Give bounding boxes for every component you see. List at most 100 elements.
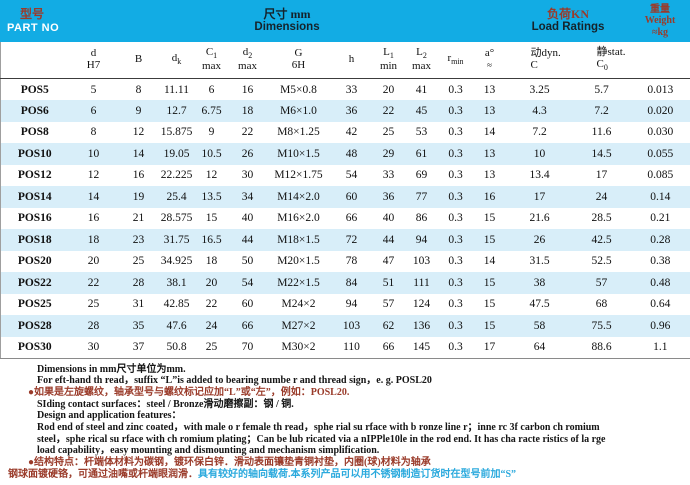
- cell-G: M14×2.0: [277, 190, 320, 203]
- cell-C1: 15: [205, 212, 218, 225]
- cell-L2: 103: [412, 255, 431, 268]
- cell-statC: 42.5: [591, 233, 612, 246]
- footnote-text: load capability，easy mounting and dismou…: [37, 445, 380, 457]
- cell-dk: 28.575: [160, 212, 193, 225]
- cell-h: 66: [345, 212, 358, 225]
- cell-C1: 10.5: [201, 147, 222, 160]
- dimensions-label-en: Dimensions: [254, 21, 320, 34]
- cell-dk: 34.925: [160, 255, 193, 268]
- cell-G: M5×0.8: [280, 83, 317, 96]
- cell-d: 16: [87, 212, 100, 225]
- part-no: POS30: [17, 341, 52, 353]
- table-row: POS30 30 37 50.8 25 70 M30×2 110 66 145 0.3 17 64 88.…: [1, 337, 690, 359]
- cell-L2: 45: [415, 104, 428, 117]
- cell-d: 22: [87, 276, 100, 289]
- cell-C1: 25: [205, 341, 218, 353]
- cell-a: 13: [483, 169, 496, 182]
- cell-h: 110: [343, 341, 360, 353]
- table-row: POS20 20 25 34.925 18 50 M20×1.5 78 47 103 0.3 14 31…: [1, 251, 690, 273]
- col-header-d: d H7: [68, 42, 119, 79]
- col-header-statC: 静stat. C0: [572, 42, 631, 79]
- cell-dynC: 47.5: [529, 298, 550, 311]
- cell-statC: 11.6: [591, 126, 612, 139]
- cell-dynC: 13.4: [529, 169, 550, 182]
- part-no: POS18: [17, 233, 52, 246]
- part-no: POS5: [20, 83, 49, 96]
- cell-B: 28: [132, 276, 145, 289]
- cell-dynC: 64: [533, 341, 546, 353]
- cell-dk: 42.85: [163, 298, 190, 311]
- cell-statC: 7.2: [594, 104, 609, 117]
- cell-L1: 62: [382, 319, 395, 332]
- cell-rmin: 0.3: [448, 126, 463, 139]
- cell-statC: 5.7: [594, 83, 609, 96]
- cell-d2: 40: [241, 212, 254, 225]
- cell-C1: 24: [205, 319, 218, 332]
- cell-L1: 57: [382, 298, 395, 311]
- cell-L2: 69: [415, 169, 428, 182]
- cell-rmin: 0.3: [448, 169, 463, 182]
- cell-d: 28: [87, 319, 100, 332]
- cell-d2: 44: [241, 233, 254, 246]
- cell-dk: 50.8: [166, 341, 187, 353]
- cell-weight: 0.28: [650, 233, 671, 246]
- col-header-part-no: [0, 42, 69, 79]
- cell-dynC: 10: [533, 147, 546, 160]
- cell-d: 5: [90, 83, 97, 96]
- cell-dynC: 21.6: [529, 212, 550, 225]
- cell-dynC: 3.25: [529, 83, 550, 96]
- cell-rmin: 0.3: [448, 319, 463, 332]
- cell-weight: 0.020: [647, 104, 674, 117]
- table-row: POS16 16 21 28.575 15 40 M16×2.0 66 40 86 0.3 15 21.…: [1, 208, 690, 230]
- cell-B: 23: [132, 233, 145, 246]
- cell-h: 42: [345, 126, 358, 139]
- cell-h: 48: [345, 147, 358, 160]
- part-no: POS20: [17, 255, 52, 268]
- cell-statC: 52.5: [591, 255, 612, 268]
- cell-L1: 51: [382, 276, 395, 289]
- footnote-line: For eft-hand th read，suffix “L”is added …: [37, 375, 686, 387]
- cell-rmin: 0.3: [448, 298, 463, 311]
- cell-G: M20×1.5: [277, 255, 320, 268]
- weight-unit: ≈kg: [651, 26, 669, 38]
- cell-a: 14: [483, 255, 496, 268]
- load-ratings-label-en: Load Ratings: [531, 21, 605, 34]
- cell-L1: 40: [382, 212, 395, 225]
- cell-rmin: 0.3: [448, 83, 463, 96]
- footnote-text: ●如果是左旋螺纹，轴承型号与螺纹标记应加“L”或“左”，例如：POSL20.: [28, 386, 350, 398]
- cell-h: 84: [345, 276, 358, 289]
- cell-statC: 17: [595, 169, 608, 182]
- cell-dynC: 26: [533, 233, 546, 246]
- cell-weight: 0.013: [647, 83, 674, 96]
- cell-d2: 18: [241, 104, 254, 117]
- cell-d2: 70: [241, 341, 254, 353]
- cell-d: 10: [87, 147, 100, 160]
- cell-statC: 24: [595, 190, 608, 203]
- table-row: POS12 12 16 22.225 12 30 M12×1.75 54 33 69 0.3 13 13…: [1, 165, 690, 187]
- col-header-C1: C1 max: [194, 42, 229, 79]
- cell-B: 37: [132, 341, 145, 353]
- footnote-text: Design and application features：: [37, 410, 182, 422]
- cell-a: 15: [483, 212, 496, 225]
- part-no: POS22: [17, 276, 52, 289]
- cell-L1: 66: [382, 341, 395, 353]
- col-header-rmin: rmin: [438, 42, 473, 79]
- cell-dynC: 31.5: [529, 255, 550, 268]
- col-header-weight: [630, 42, 690, 79]
- cell-rmin: 0.3: [448, 276, 463, 289]
- cell-G: M10×1.5: [277, 147, 320, 160]
- cell-weight: 0.030: [647, 126, 674, 139]
- spec-table-body: POS5 5 8 11.11 6 16 M5×0.8 33 20 41 0.3 13 3.25 5.7 0.…: [0, 79, 690, 359]
- cell-weight: 0.21: [650, 212, 671, 225]
- cell-d2: 50: [241, 255, 254, 268]
- cell-C1: 6.75: [201, 104, 222, 117]
- table-row: POS28 28 35 47.6 24 66 M27×2 103 62 136 0.3 15 58 75.…: [0, 315, 690, 337]
- cell-L2: 111: [413, 276, 430, 289]
- part-no-label-en: PART NO: [7, 21, 60, 34]
- footnote-text: Rod end of steel and zinc coated，with ma…: [37, 422, 600, 434]
- cell-a: 13: [483, 104, 496, 117]
- cell-rmin: 0.3: [448, 147, 463, 160]
- cell-B: 19: [132, 190, 145, 203]
